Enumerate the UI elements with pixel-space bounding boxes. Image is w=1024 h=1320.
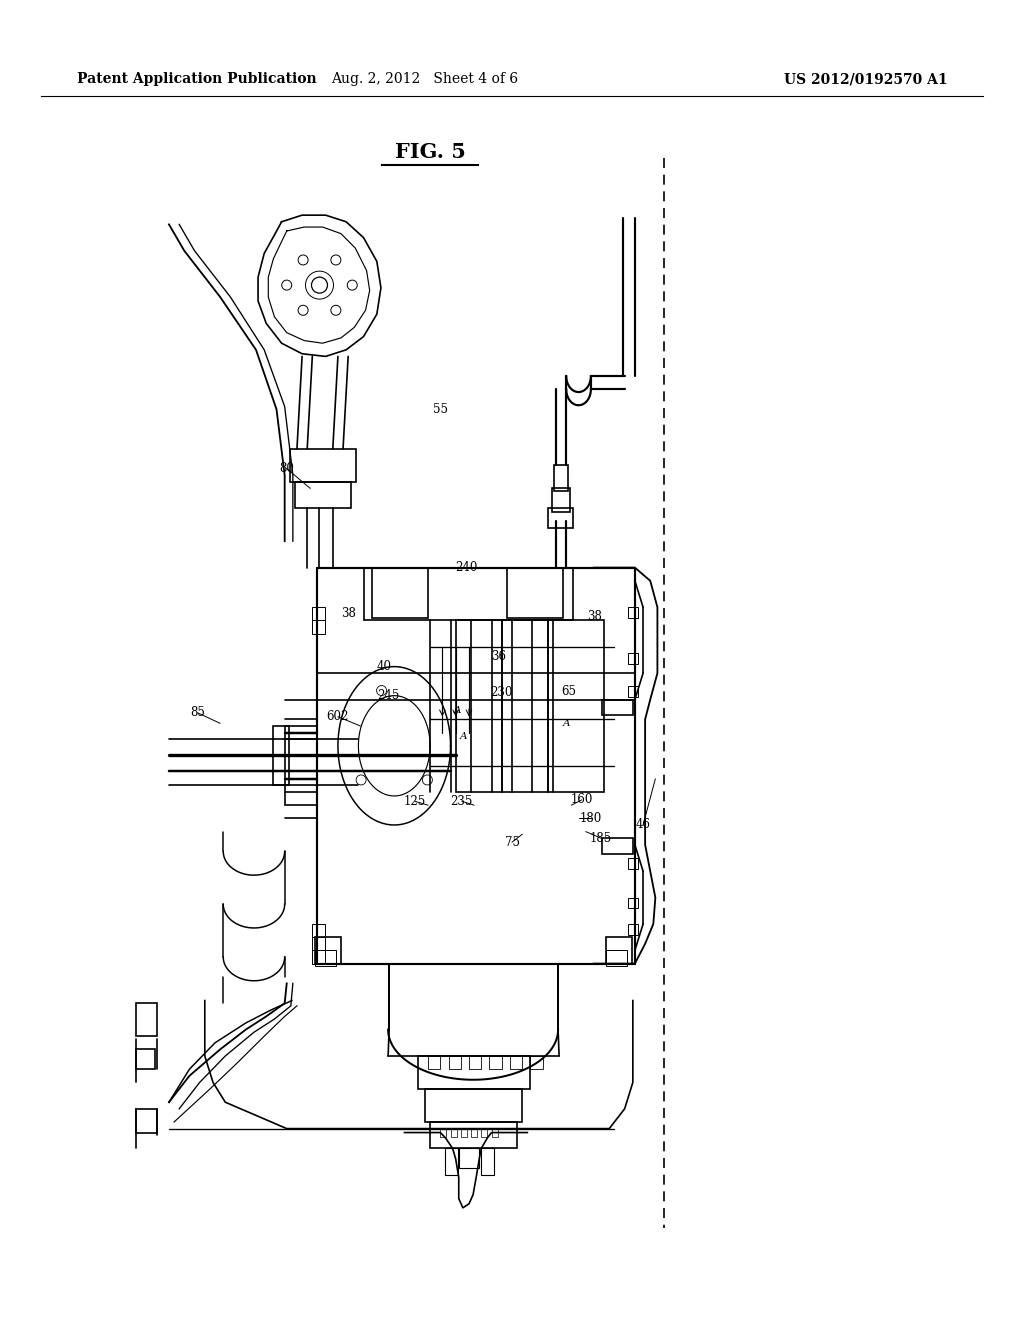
Text: 38: 38 [341, 607, 355, 620]
Bar [628, 686, 638, 697]
Text: A: A [460, 733, 468, 741]
Bar [492, 1129, 498, 1137]
Text: 80: 80 [280, 462, 294, 475]
Bar [554, 465, 568, 491]
Bar [469, 1056, 481, 1069]
Text: 55: 55 [433, 403, 447, 416]
Bar [507, 568, 563, 618]
Bar [548, 620, 604, 792]
Bar [312, 607, 325, 620]
Bar [628, 858, 638, 869]
Bar [502, 620, 548, 792]
Text: 602: 602 [327, 710, 349, 723]
Text: 235: 235 [451, 795, 473, 808]
Bar [425, 1089, 522, 1122]
Text: US 2012/0192570 A1: US 2012/0192570 A1 [783, 73, 947, 86]
Text: 160: 160 [570, 793, 593, 807]
Text: 245: 245 [377, 689, 399, 702]
Text: 230: 230 [490, 686, 513, 700]
Bar [461, 1129, 467, 1137]
Bar [481, 1129, 487, 1137]
Text: Aug. 2, 2012   Sheet 4 of 6: Aug. 2, 2012 Sheet 4 of 6 [332, 73, 518, 86]
Text: 85: 85 [190, 706, 205, 719]
Text: 240: 240 [455, 561, 477, 574]
Bar [285, 726, 317, 805]
Text: 185: 185 [590, 832, 612, 845]
Text: 125: 125 [403, 795, 426, 808]
Bar [430, 1122, 517, 1148]
Bar [451, 1129, 457, 1137]
Bar [136, 1049, 155, 1069]
Bar [312, 937, 325, 950]
Bar [606, 937, 632, 964]
Bar [530, 1056, 543, 1069]
Bar [481, 1148, 494, 1175]
Bar [295, 482, 351, 508]
Bar [273, 726, 289, 785]
Bar [552, 488, 570, 512]
Text: 46: 46 [636, 818, 650, 832]
Text: 40: 40 [377, 660, 391, 673]
Bar [136, 1003, 157, 1036]
Bar [628, 607, 638, 618]
Text: A: A [454, 706, 462, 714]
Text: 38: 38 [588, 610, 602, 623]
Text: Patent Application Publication: Patent Application Publication [77, 73, 316, 86]
Bar [602, 700, 633, 715]
Text: 36: 36 [492, 649, 506, 663]
Text: A: A [562, 719, 570, 727]
Bar [510, 1056, 522, 1069]
Bar [445, 1148, 458, 1175]
Bar [628, 924, 638, 935]
Bar [449, 1056, 461, 1069]
Text: 65: 65 [561, 685, 575, 698]
Text: 180: 180 [580, 812, 602, 825]
Bar [440, 1129, 446, 1137]
Bar [456, 620, 502, 792]
Bar [418, 1056, 530, 1089]
Bar [136, 1109, 157, 1133]
Bar [428, 1056, 440, 1069]
Bar [628, 898, 638, 908]
Bar [290, 449, 356, 482]
Bar [312, 950, 325, 964]
Bar [315, 950, 336, 966]
Bar [459, 1148, 479, 1168]
Bar [606, 950, 627, 966]
Bar [372, 568, 428, 618]
Text: 75: 75 [505, 836, 519, 849]
Bar [312, 620, 325, 634]
Text: FIG. 5: FIG. 5 [394, 141, 466, 162]
Bar [628, 653, 638, 664]
Bar [602, 838, 633, 854]
Bar [548, 508, 573, 528]
Bar [489, 1056, 502, 1069]
Bar [312, 924, 325, 937]
Bar [315, 937, 341, 964]
Bar [471, 1129, 477, 1137]
